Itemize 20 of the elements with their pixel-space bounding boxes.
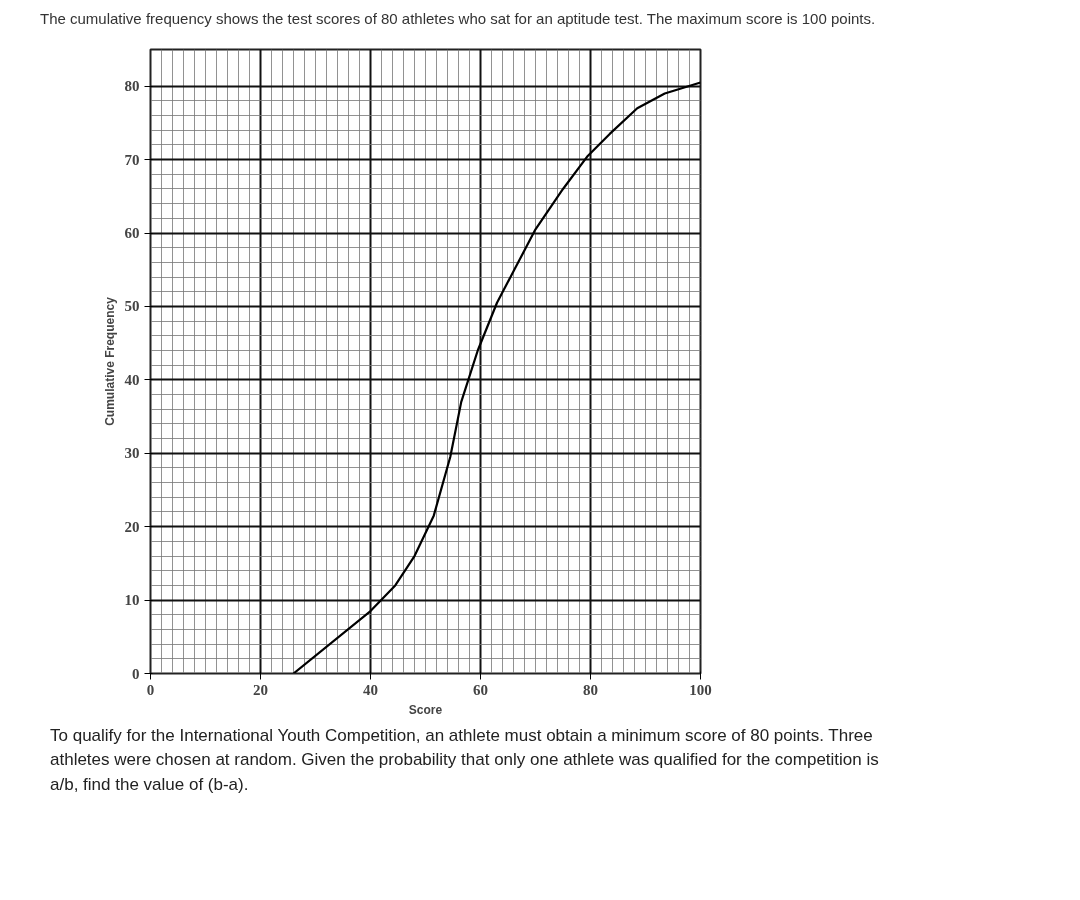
x-tick-label: 60 bbox=[473, 681, 488, 697]
chart-title: The cumulative frequency shows the test scores of 80 athletes who sat for an aptitude test. The maximum score is 100 points. bbox=[40, 9, 876, 29]
y-tick-label: 60 bbox=[124, 224, 140, 241]
y-tick-label: 0 bbox=[132, 665, 140, 681]
y-tick-label: 10 bbox=[124, 591, 140, 608]
y-tick-label: 30 bbox=[124, 444, 140, 461]
text: To qualify for the International Youth Competition, an athlete must obtain a minimum score of 80 points. Three athletes were chosen at random. Given the probability that only one athlete was qualified for the competition is a/b, find the value of (b-a). bbox=[50, 724, 880, 796]
x-tick-label: 100 bbox=[689, 681, 712, 697]
y-tick-label: 20 bbox=[124, 518, 140, 535]
x-tick-label: 20 bbox=[253, 681, 268, 697]
y-axis-title: Cumulative Frequency bbox=[102, 296, 117, 426]
x-axis-title: Score bbox=[408, 702, 443, 716]
x-tick-label: 40 bbox=[363, 681, 378, 697]
y-tick-label: 70 bbox=[124, 151, 140, 168]
y-tick-label: 80 bbox=[124, 77, 140, 94]
x-tick-label: 80 bbox=[583, 681, 598, 697]
line-series bbox=[292, 80, 701, 673]
y-tick-label: 40 bbox=[124, 371, 140, 388]
x-tick-label: 0 bbox=[146, 681, 155, 697]
y-tick-label: 50 bbox=[124, 297, 140, 314]
